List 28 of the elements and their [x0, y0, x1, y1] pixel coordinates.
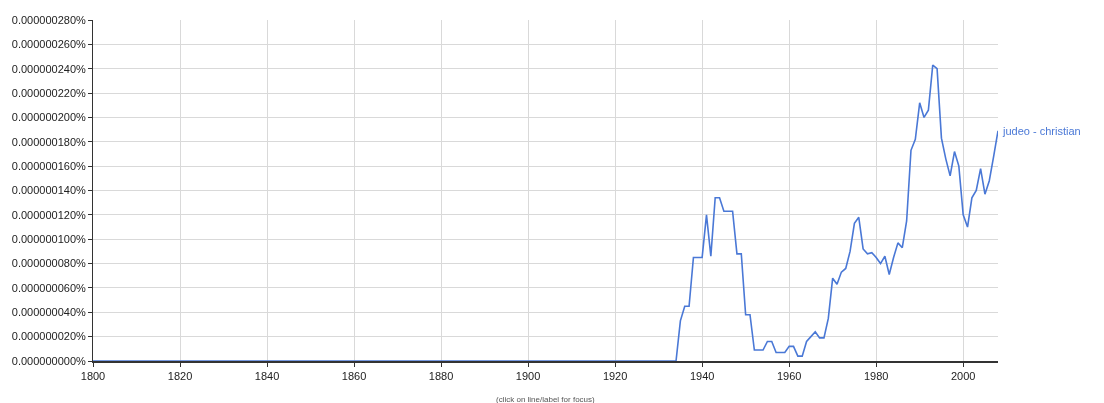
y-tick-label: 0.000000280%	[11, 13, 87, 26]
x-tick-label: 1880	[428, 370, 454, 383]
y-tick-label: 0.000000000%	[11, 354, 87, 367]
x-tick-label: 1920	[602, 370, 628, 383]
y-tick-label: 0.000000120%	[11, 208, 87, 221]
y-tick-label: 0.000000140%	[11, 184, 87, 197]
y-tick-label: 0.000000100%	[11, 233, 87, 246]
x-tick-label: 1860	[341, 370, 367, 383]
x-tick-label: 1800	[80, 370, 106, 383]
y-tick-label: 0.000000080%	[11, 257, 87, 270]
x-tick-label: 1900	[515, 370, 541, 383]
y-tick-label: 0.000000260%	[11, 38, 87, 51]
x-tick-label: 1960	[776, 370, 802, 383]
y-tick-label: 0.000000240%	[11, 62, 87, 75]
text: (click on line/label for focus)	[496, 395, 596, 403]
x-tick-label: 1980	[863, 370, 889, 383]
x-tick-label: 2000	[950, 370, 976, 383]
y-tick-label: 0.000000160%	[11, 159, 87, 172]
x-tick-label: 1840	[254, 370, 280, 383]
x-tick-label: 1820	[167, 370, 193, 383]
y-tick-label: 0.000000180%	[11, 135, 87, 148]
y-tick-label: 0.000000200%	[11, 111, 87, 124]
y-tick-label: 0.000000040%	[11, 306, 87, 319]
y-tick-label: 0.000000020%	[11, 330, 87, 343]
y-tick-label: 0.000000220%	[11, 86, 87, 99]
series-label: judeo - christian	[1002, 125, 1081, 137]
x-tick-label: 1940	[689, 370, 715, 383]
y-tick-label: 0.000000060%	[11, 281, 87, 294]
